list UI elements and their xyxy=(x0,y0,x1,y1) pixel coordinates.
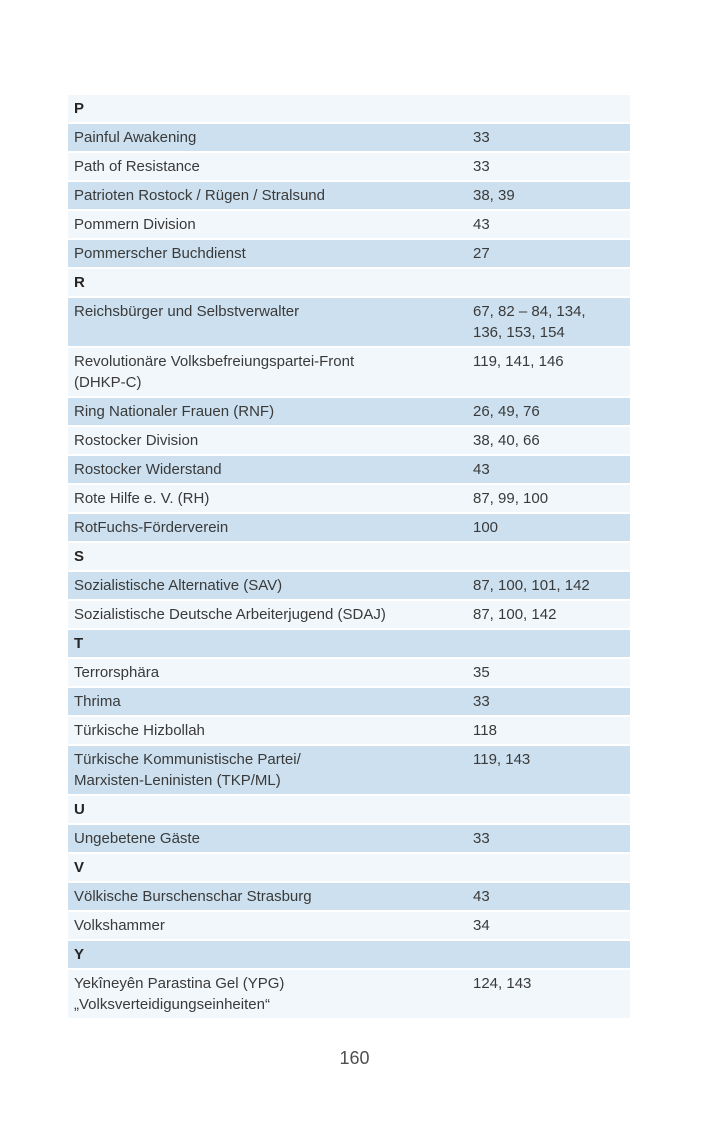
index-entry-row: Terrorsphära 35 xyxy=(68,659,630,686)
entry-pages: 87, 100, 142 xyxy=(473,606,557,623)
index-entry-row: Rote Hilfe e. V. (RH) 87, 99, 100 xyxy=(68,485,630,512)
index-entry-row: Sozialistische Alternative (SAV) 87, 100,… xyxy=(68,572,630,599)
entry-name: Türkische Kommunistische Partei/ Marxist… xyxy=(74,751,301,789)
section-letter: S xyxy=(74,548,85,565)
entry-pages: 118 xyxy=(473,722,497,739)
section-letter: U xyxy=(74,801,85,818)
index-entry-row: Pommerscher Buchdienst 27 xyxy=(68,240,630,267)
entry-name: Rote Hilfe e. V. (RH) xyxy=(74,490,210,507)
entry-pages: 119, 143 xyxy=(473,751,531,768)
entry-pages: 87, 100, 101, 142 xyxy=(473,577,590,594)
entry-name: Rostocker Widerstand xyxy=(74,461,222,478)
section-header-row-t: T xyxy=(68,630,630,657)
entry-pages: 87, 99, 100 xyxy=(473,490,549,507)
index-entry-row: Ring Nationaler Frauen (RNF) 26, 49, 76 xyxy=(68,398,630,425)
entry-name: Path of Resistance xyxy=(74,158,200,175)
entry-pages: 35 xyxy=(473,664,490,681)
index-entry-row: Volkshammer 34 xyxy=(68,912,630,939)
index-entry-row: Yekîneyên Parastina Gel (YPG) „Volksvert… xyxy=(68,970,630,1018)
section-header-row-u: U xyxy=(68,796,630,823)
entry-name: Terrorsphära xyxy=(74,664,160,681)
section-header-row-r: R xyxy=(68,269,630,296)
section-letter: P xyxy=(74,100,85,117)
entry-name: Reichsbürger und Selbstverwalter xyxy=(74,303,300,320)
entry-pages: 33 xyxy=(473,693,490,710)
index-entry-row: Revolutionäre Volksbefreiungspartei-Fron… xyxy=(68,348,630,396)
index-table: P Painful Awakening 33 Path of Resistance 33… xyxy=(68,95,630,1020)
index-entry-row: Völkische Burschenschar Strasburg 43 xyxy=(68,883,630,910)
index-entry-row: Patrioten Rostock / Rügen / Stralsund 38,… xyxy=(68,182,630,209)
entry-name: Türkische Hizbollah xyxy=(74,722,205,739)
entry-pages: 38, 39 xyxy=(473,187,515,204)
entry-pages: 100 xyxy=(473,519,499,536)
entry-pages: 124, 143 xyxy=(473,975,532,992)
entry-pages: 26, 49, 76 xyxy=(473,403,540,420)
entry-name: RotFuchs-Förderverein xyxy=(74,519,229,536)
index-entry-row: Ungebetene Gäste 33 xyxy=(68,825,630,852)
section-header-row-s: S xyxy=(68,543,630,570)
page-number: 160 xyxy=(339,1048,370,1068)
section-header-row-y: Y xyxy=(68,941,630,968)
entry-name: Yekîneyên Parastina Gel (YPG) „Volksvert… xyxy=(74,975,285,1013)
entry-name: Pommerscher Buchdienst xyxy=(74,245,246,262)
entry-pages: 27 xyxy=(473,245,490,262)
entry-pages: 33 xyxy=(473,129,490,146)
entry-name: Ring Nationaler Frauen (RNF) xyxy=(74,403,275,420)
entry-name: Sozialistische Alternative (SAV) xyxy=(74,577,283,594)
entry-name: Völkische Burschenschar Strasburg xyxy=(74,888,312,905)
entry-name: Painful Awakening xyxy=(74,129,197,146)
entry-name: Rostocker Division xyxy=(74,432,199,449)
entry-name: Patrioten Rostock / Rügen / Stralsund xyxy=(74,187,325,204)
index-entry-row: RotFuchs-Förderverein 100 xyxy=(68,514,630,541)
index-entry-row: Thrima 33 xyxy=(68,688,630,715)
entry-name: Pommern Division xyxy=(74,216,196,233)
entry-pages: 38, 40, 66 xyxy=(473,432,540,449)
section-letter: T xyxy=(74,635,84,652)
entry-name: Revolutionäre Volksbefreiungspartei-Fron… xyxy=(74,353,355,391)
section-letter: R xyxy=(74,274,85,291)
index-entry-row: Rostocker Division 38, 40, 66 xyxy=(68,427,630,454)
index-entry-row: Path of Resistance 33 xyxy=(68,153,630,180)
entry-pages: 33 xyxy=(473,158,490,175)
section-header-row-v: V xyxy=(68,854,630,881)
section-header-row-p: P xyxy=(68,95,630,122)
entry-pages: 43 xyxy=(473,888,490,905)
index-entry-row: Rostocker Widerstand 43 xyxy=(68,456,630,483)
section-letter: V xyxy=(74,859,85,876)
index-entry-row: Painful Awakening 33 xyxy=(68,124,630,151)
index-entry-row: Sozialistische Deutsche Arbeiterjugend (… xyxy=(68,601,630,628)
entry-name: Sozialistische Deutsche Arbeiterjugend (… xyxy=(74,606,386,623)
index-entry-row: Türkische Hizbollah 118 xyxy=(68,717,630,744)
index-entry-row: Reichsbürger und Selbstverwalter 67, 82 –… xyxy=(68,298,630,346)
entry-name: Ungebetene Gäste xyxy=(74,830,200,847)
entry-name: Thrima xyxy=(74,693,121,710)
entry-pages: 67, 82 – 84, 134, 136, 153, 154 xyxy=(473,303,586,341)
entry-pages: 43 xyxy=(473,461,490,478)
index-entry-row: Türkische Kommunistische Partei/ Marxist… xyxy=(68,746,630,794)
entry-pages: 119, 141, 146 xyxy=(473,353,564,370)
index-entry-row: Pommern Division 43 xyxy=(68,211,630,238)
entry-pages: 34 xyxy=(473,917,490,934)
section-letter: Y xyxy=(74,946,85,963)
entry-name: Volkshammer xyxy=(74,917,165,934)
entry-pages: 33 xyxy=(473,830,490,847)
entry-pages: 43 xyxy=(473,216,490,233)
